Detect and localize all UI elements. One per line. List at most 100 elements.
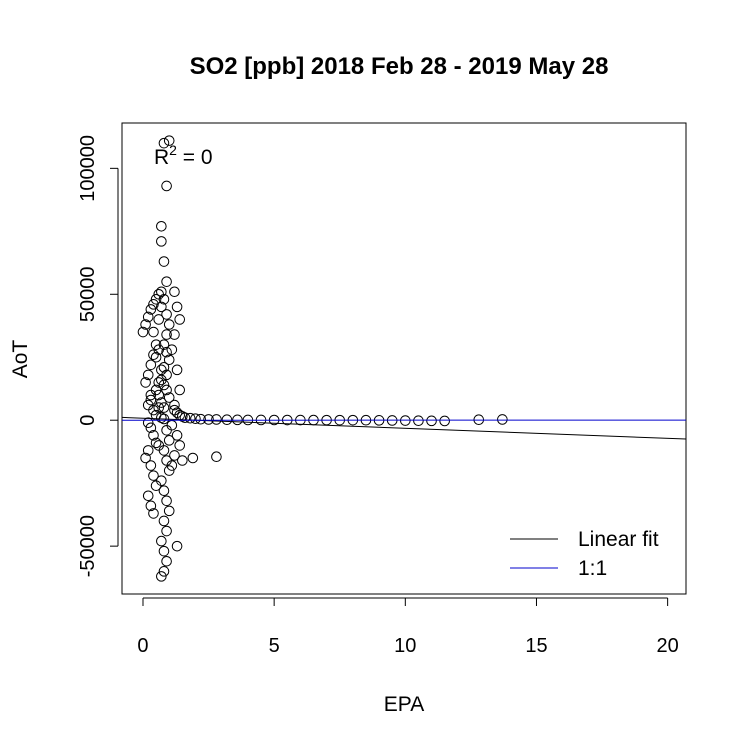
data-point bbox=[140, 319, 151, 330]
data-point bbox=[163, 465, 175, 476]
data-point bbox=[145, 500, 157, 512]
data-point bbox=[161, 555, 172, 567]
data-point bbox=[161, 309, 172, 320]
data-point bbox=[153, 314, 165, 325]
linear-fit-line bbox=[121, 416, 687, 440]
data-point bbox=[156, 364, 167, 376]
data-point bbox=[148, 470, 159, 481]
data-point bbox=[163, 319, 175, 330]
data-point bbox=[161, 424, 172, 436]
data-point bbox=[169, 286, 180, 298]
data-point bbox=[137, 326, 149, 338]
reference-lines bbox=[121, 416, 687, 440]
plot-frame bbox=[121, 122, 687, 595]
data-point bbox=[177, 455, 188, 466]
r-squared-base: R bbox=[154, 146, 169, 169]
data-point bbox=[158, 294, 170, 305]
data-point bbox=[142, 311, 154, 323]
data-point bbox=[166, 460, 178, 471]
data-point bbox=[156, 397, 167, 408]
x-axis-label: EPA bbox=[384, 693, 424, 716]
y-tick-label: 50000 bbox=[77, 266, 99, 322]
x-tick-label: 15 bbox=[525, 635, 547, 657]
data-point bbox=[163, 354, 175, 366]
data-point bbox=[161, 495, 172, 507]
data-point bbox=[174, 314, 186, 325]
data-point bbox=[171, 301, 183, 313]
data-point bbox=[163, 135, 175, 146]
data-point bbox=[142, 445, 154, 456]
data-point bbox=[158, 137, 170, 149]
data-point bbox=[153, 440, 165, 451]
data-points bbox=[137, 135, 508, 582]
y-axis-label: AoT bbox=[9, 340, 32, 379]
data-point bbox=[148, 508, 159, 519]
data-point bbox=[145, 389, 157, 401]
data-point bbox=[171, 364, 183, 376]
data-point bbox=[158, 515, 170, 527]
data-point bbox=[158, 379, 170, 391]
data-point bbox=[211, 451, 222, 463]
data-point bbox=[156, 236, 167, 247]
y-tick-label: -50000 bbox=[77, 515, 99, 577]
data-point bbox=[158, 256, 170, 267]
data-point bbox=[150, 294, 162, 305]
data-point bbox=[158, 362, 170, 373]
data-point bbox=[153, 377, 165, 388]
data-point bbox=[190, 413, 201, 425]
data-point bbox=[426, 415, 437, 427]
data-point bbox=[158, 485, 170, 497]
data-point bbox=[184, 412, 196, 424]
data-point bbox=[211, 414, 222, 425]
data-point bbox=[195, 413, 206, 425]
data-point bbox=[140, 452, 151, 464]
data-point bbox=[163, 505, 175, 517]
data-point bbox=[148, 430, 159, 441]
data-point bbox=[203, 414, 214, 425]
legend-linear-fit-label: Linear fit bbox=[578, 528, 659, 551]
data-point bbox=[156, 475, 167, 486]
data-point bbox=[161, 346, 172, 358]
data-point bbox=[156, 571, 167, 582]
data-point bbox=[140, 377, 151, 388]
data-point bbox=[163, 392, 175, 403]
data-point bbox=[156, 535, 167, 547]
data-point bbox=[187, 452, 199, 464]
data-point bbox=[150, 339, 162, 350]
data-point bbox=[161, 525, 172, 537]
data-point bbox=[161, 276, 172, 287]
chart-title: SO2 [ppb] 2018 Feb 28 - 2019 May 28 bbox=[190, 53, 609, 80]
data-point bbox=[145, 460, 157, 471]
data-point bbox=[169, 399, 180, 411]
r-squared-superscript: 2 bbox=[169, 142, 177, 158]
data-point bbox=[158, 445, 170, 456]
data-point bbox=[148, 326, 159, 338]
legend: Linear fit 1:1 bbox=[510, 528, 659, 580]
data-point bbox=[169, 329, 180, 340]
data-point bbox=[163, 435, 175, 446]
data-point bbox=[153, 402, 165, 413]
data-point bbox=[148, 349, 159, 361]
legend-one-to-one-label: 1:1 bbox=[578, 557, 607, 580]
y-tick-label: 100000 bbox=[77, 135, 99, 202]
data-point bbox=[161, 329, 172, 340]
data-point bbox=[142, 369, 154, 381]
data-point bbox=[161, 384, 172, 396]
r-squared-rest: = 0 bbox=[177, 146, 213, 169]
data-point bbox=[174, 384, 186, 396]
data-point bbox=[158, 402, 170, 413]
data-point bbox=[413, 415, 424, 427]
data-point bbox=[150, 437, 162, 449]
data-point bbox=[156, 220, 167, 232]
x-tick-label: 10 bbox=[394, 635, 416, 657]
data-point bbox=[171, 540, 183, 552]
data-point bbox=[158, 339, 170, 350]
x-axis: 0 5 10 15 20 bbox=[137, 597, 679, 657]
data-point bbox=[497, 414, 508, 425]
data-point bbox=[174, 440, 186, 451]
data-point bbox=[142, 490, 154, 502]
data-point bbox=[156, 286, 167, 298]
data-point bbox=[179, 412, 191, 423]
data-point bbox=[145, 359, 157, 371]
